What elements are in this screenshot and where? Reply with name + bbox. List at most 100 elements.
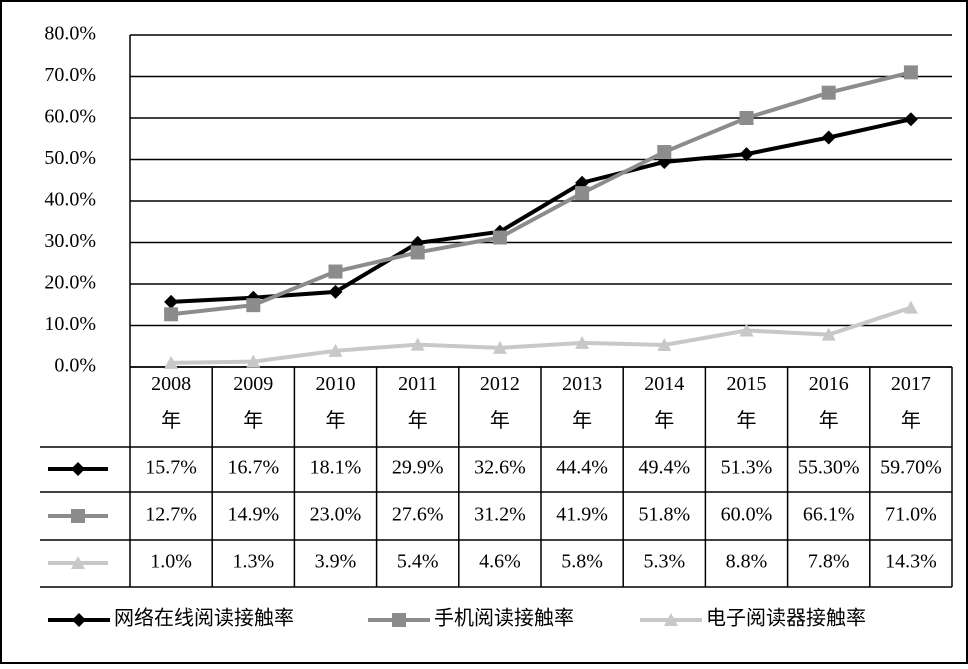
x-tick-label-line: 2011	[398, 373, 437, 395]
marker	[821, 327, 836, 341]
table-value: 59.70%	[880, 457, 942, 479]
marker	[657, 145, 672, 160]
table-value: 8.8%	[726, 551, 768, 573]
marker	[821, 130, 836, 145]
table-value: 23.0%	[310, 504, 362, 526]
table-value: 5.8%	[561, 551, 603, 573]
x-tick-label: 2011 年	[398, 373, 437, 432]
x-tick-label: 2013 年	[562, 373, 602, 432]
table-value: 15.7%	[145, 457, 197, 479]
x-tick-label-line: 年	[161, 409, 181, 432]
x-tick-label: 2008 年	[151, 373, 191, 432]
table-value: 49.4%	[638, 457, 690, 479]
x-tick-label-line: 年	[408, 409, 428, 432]
y-tick-label: 70.0%	[44, 64, 96, 86]
x-tick-label: 2017 年	[891, 373, 931, 432]
marker	[657, 338, 672, 352]
x-tick-label-line: 年	[737, 409, 757, 432]
x-tick-label-line: 2010	[316, 373, 356, 395]
x-tick-label-line: 2015	[727, 373, 767, 395]
marker	[575, 186, 590, 201]
y-tick-label: 80.0%	[44, 23, 96, 45]
y-tick-label: 30.0%	[44, 230, 96, 252]
legend-label: 手机阅读接触率	[434, 607, 574, 630]
table-value: 51.3%	[721, 457, 773, 479]
series-line	[170, 70, 912, 317]
x-tick-label: 2009 年	[233, 373, 273, 432]
marker	[410, 337, 425, 351]
marker	[71, 556, 85, 569]
marker	[71, 462, 85, 476]
series-line	[171, 305, 912, 365]
marker	[739, 147, 754, 162]
table-value: 4.6%	[479, 551, 521, 573]
x-tick-label: 2016 年	[809, 373, 849, 432]
marker	[575, 335, 590, 349]
marker	[71, 509, 85, 523]
x-tick-label: 2010 年	[316, 373, 356, 432]
marker	[246, 354, 261, 368]
x-tick-label-line: 年	[572, 409, 592, 432]
table-value: 14.9%	[227, 504, 279, 526]
marker	[328, 284, 343, 299]
marker	[164, 355, 179, 369]
x-tick-label-line: 2012	[480, 373, 520, 395]
marker	[821, 85, 836, 100]
table-value: 1.0%	[150, 551, 192, 573]
table-value: 55.30%	[798, 457, 860, 479]
series-line	[170, 117, 912, 304]
marker	[328, 343, 343, 357]
table-value: 5.4%	[397, 551, 439, 573]
table-value: 41.9%	[556, 504, 608, 526]
marker	[492, 230, 507, 245]
legend-label: 电子阅读器接触率	[706, 607, 866, 630]
marker	[164, 307, 179, 322]
x-tick-label-line: 年	[243, 409, 263, 432]
x-tick-label-line: 2017	[891, 373, 931, 395]
table-value: 29.9%	[392, 457, 444, 479]
x-tick-label-line: 年	[819, 409, 839, 432]
table-value: 14.3%	[885, 551, 937, 573]
x-tick-label-line: 年	[901, 409, 921, 432]
table-value: 31.2%	[474, 504, 526, 526]
marker	[739, 323, 754, 337]
marker	[664, 613, 678, 626]
table-value: 5.3%	[643, 551, 685, 573]
x-tick-label-line: 2016	[809, 373, 849, 395]
table-value: 60.0%	[721, 504, 773, 526]
table-value: 32.6%	[474, 457, 526, 479]
table-value: 3.9%	[315, 551, 357, 573]
table-value: 51.8%	[638, 504, 690, 526]
x-tick-label: 2014 年	[644, 373, 684, 432]
table-value: 7.8%	[808, 551, 850, 573]
marker	[903, 65, 918, 80]
table-value: 66.1%	[803, 504, 855, 526]
x-tick-label-line: 年	[654, 409, 674, 432]
x-tick-label-line: 2008	[151, 373, 191, 395]
marker	[492, 340, 507, 354]
marker	[739, 111, 754, 125]
table-value: 1.3%	[232, 551, 274, 573]
marker	[328, 264, 343, 279]
x-tick-label: 2015 年	[727, 373, 767, 432]
marker	[164, 294, 179, 309]
marker	[903, 300, 918, 314]
y-tick-label: 10.0%	[44, 313, 96, 335]
marker	[392, 613, 406, 627]
y-tick-label: 40.0%	[44, 189, 96, 211]
legend-label: 网络在线阅读接触率	[114, 607, 294, 630]
x-tick-label-line: 年	[326, 409, 346, 432]
table-value: 27.6%	[392, 504, 444, 526]
x-tick-label-line: 2009	[233, 373, 273, 395]
marker	[410, 245, 425, 260]
x-tick-label-line: 年	[490, 409, 510, 432]
table-value: 71.0%	[885, 504, 937, 526]
x-tick-label: 2012 年	[480, 373, 520, 432]
x-tick-label-line: 2014	[644, 373, 684, 395]
y-tick-label: 20.0%	[44, 272, 96, 294]
marker	[72, 613, 86, 627]
marker	[246, 298, 261, 313]
table-value: 18.1%	[310, 457, 362, 479]
y-tick-label: 0.0%	[54, 355, 96, 377]
y-tick-label: 50.0%	[44, 147, 96, 169]
